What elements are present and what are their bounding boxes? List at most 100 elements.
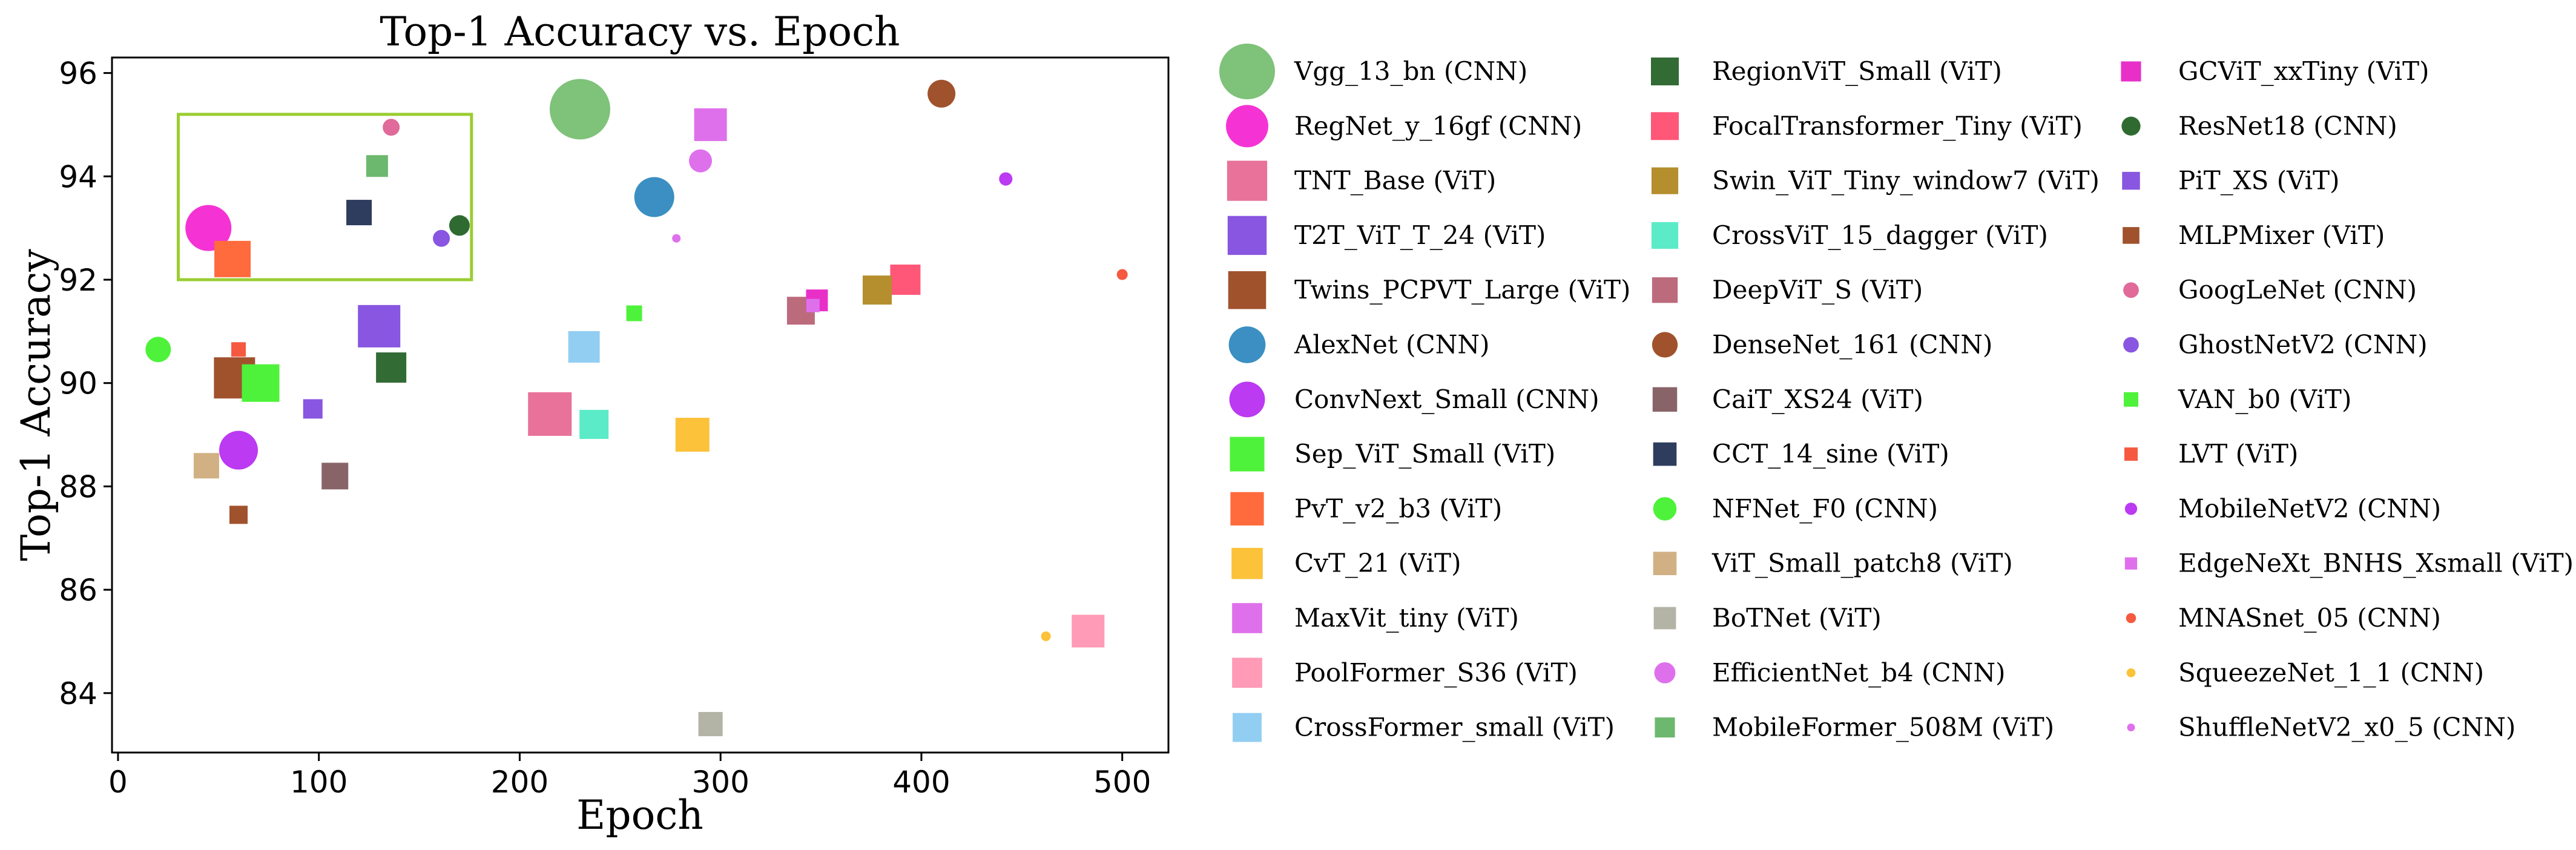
y-tick-label: 92 <box>59 263 97 298</box>
legend-label: GoogLeNet (CNN) <box>2178 275 2417 305</box>
legend-label: CaiT_XS24 (ViT) <box>1712 384 1923 414</box>
legend-label: FocalTransformer_Tiny (ViT) <box>1712 111 2083 140</box>
legend-marker-crossvit-15-dagger-vit <box>1651 222 1679 249</box>
point-cvt-21-vit <box>675 418 710 452</box>
legend-marker-regnet-y-16gf-cnn <box>1226 105 1268 148</box>
highlight-box <box>176 113 473 282</box>
legend-label: ViT_Small_patch8 (ViT) <box>1711 549 2013 578</box>
legend-label: VAN_b0 (ViT) <box>2178 384 2351 414</box>
legend-marker-pit-xs-vit <box>2122 171 2140 190</box>
legend-marker-alexnet-cnn <box>1228 326 1266 363</box>
legend-label: MobileFormer_508M (ViT) <box>1712 713 2054 742</box>
tick-layer: 0 100 200 300 400 500 84 86 88 90 92 94 96 <box>59 56 1151 800</box>
point-lvt-vit <box>231 342 246 357</box>
legend-marker-botnet-vit <box>1653 607 1676 630</box>
point-resnet18-cnn <box>449 215 470 236</box>
legend-marker-convnext-small-cnn <box>1229 381 1265 418</box>
legend-marker-sep-vit-small-vit <box>1230 437 1265 472</box>
legend-label: Sep_ViT_Small (ViT) <box>1294 439 1555 469</box>
y-tick-label: 96 <box>59 56 97 91</box>
y-tick-label: 88 <box>59 469 97 504</box>
chart-title: Top-1 Accuracy vs. Epoch <box>380 8 900 55</box>
legend-label: MLPMixer (ViT) <box>2178 220 2385 250</box>
point-vgg-13-bn-cnn <box>549 79 610 140</box>
marker-layer <box>145 79 1128 737</box>
point-convnext-small-cnn <box>219 430 259 470</box>
point-pit-xs-vit <box>303 399 323 419</box>
legend-marker-efficientnet-b4-cnn <box>1654 662 1676 684</box>
point-maxvit-tiny-vit <box>694 108 727 141</box>
legend-marker-resnet18-cnn <box>2121 116 2141 136</box>
point-squeezenet-1-1-cnn <box>1041 631 1051 641</box>
legend-label: CCT_14_sine (ViT) <box>1712 439 1949 469</box>
point-mobileformer-508m-vit <box>366 155 388 177</box>
point-pvt-v2-b3-vit <box>214 240 251 277</box>
legend-label: T2T_ViT_T_24 (ViT) <box>1294 220 1546 250</box>
x-tick-label: 400 <box>892 765 950 800</box>
point-shufflenetv2-x0-5-cnn <box>672 234 681 243</box>
point-cct-14-sine-vit <box>346 200 372 226</box>
point-mnasnet-05-cnn <box>1116 269 1128 280</box>
legend-marker-vit-small-patch8-vit <box>1653 552 1677 576</box>
point-efficientnet-b4-cnn <box>689 149 713 173</box>
legend-label: DenseNet_161 (CNN) <box>1712 330 1992 360</box>
legend-label: PiT_XS (ViT) <box>2178 166 2340 196</box>
legend-label: TNT_Base (ViT) <box>1294 166 1496 196</box>
legend-marker-cct-14-sine-vit <box>1653 442 1677 466</box>
point-swin-vit-tiny-window7-vit <box>862 275 892 305</box>
legend-marker-crossformer-small-vit <box>1233 713 1262 742</box>
legend-marker-twins-pcpvt-large-vit <box>1228 271 1267 309</box>
legend-marker-mnasnet-05-cnn <box>2126 613 2136 624</box>
legend-label: DeepViT_S (ViT) <box>1712 275 1923 305</box>
legend-marker-squeezenet-1-1-cnn <box>2126 668 2136 677</box>
legend-label: Twins_PCPVT_Large (ViT) <box>1294 275 1630 305</box>
legend-label: PoolFormer_S36 (ViT) <box>1294 657 1578 687</box>
point-focaltransformer-tiny-vit <box>890 265 921 295</box>
legend-marker-mobileformer-508m-vit <box>1655 717 1675 738</box>
legend-label: NFNet_F0 (CNN) <box>1712 493 1938 523</box>
point-t2t-vit-t-24-vit <box>358 305 401 348</box>
legend-marker-poolformer-s36-vit <box>1232 657 1262 688</box>
x-tick-label: 100 <box>290 765 348 800</box>
legend-marker-ghostnetv2-cnn <box>2123 337 2139 353</box>
legend-marker-focaltransformer-tiny-vit <box>1651 112 1679 140</box>
x-tick-label: 500 <box>1093 765 1151 800</box>
point-regnet-y-16gf-cnn <box>185 205 232 251</box>
legend-label: CrossFormer_small (ViT) <box>1294 713 1615 742</box>
point-crossvit-15-dagger-vit <box>579 410 609 440</box>
legend-label: EfficientNet_b4 (CNN) <box>1712 657 2006 687</box>
legend-marker-mobilenetv2-cnn <box>2124 502 2138 515</box>
legend-label: GCViT_xxTiny (ViT) <box>2178 56 2429 86</box>
legend-marker-pvt-v2-b3-vit <box>1230 492 1264 525</box>
point-van-b0-vit <box>626 305 642 321</box>
legend-label: LVT (ViT) <box>2178 439 2298 469</box>
axes-layer <box>111 56 1170 754</box>
legend-marker-cvt-21-vit <box>1231 547 1263 579</box>
legend-marker-edgenext-bnhs-xsmall-vit <box>2124 557 2138 570</box>
legend-label: SqueezeNet_1_1 (CNN) <box>2178 657 2484 687</box>
point-tnt-base-vit <box>528 392 572 436</box>
point-alexnet-cnn <box>634 177 674 217</box>
point-sep-vit-small-vit <box>242 364 280 402</box>
legend-marker-densenet-161-cnn <box>1652 332 1678 358</box>
point-regionvit-small-vit <box>376 352 407 383</box>
legend-label: CrossViT_15_dagger (ViT) <box>1712 220 2048 250</box>
legend-label: ResNet18 (CNN) <box>2178 111 2397 140</box>
legend-marker-googlenet-cnn <box>2123 282 2139 298</box>
legend-label: BoTNet (ViT) <box>1712 603 1882 633</box>
legend-marker-swin-vit-tiny-window7-vit <box>1651 167 1679 194</box>
point-edgenext-bnhs-xsmall-vit <box>806 298 820 312</box>
legend: Vgg_13_bn (CNN) RegNet_y_16gf (CNN) TNT_Ba… <box>1219 44 2574 742</box>
point-botnet-vit <box>698 712 723 737</box>
legend-label: CvT_21 (ViT) <box>1294 549 1461 578</box>
point-vit-small-patch8-vit <box>193 453 219 479</box>
point-mlpmixer-vit <box>229 506 248 524</box>
legend-label: EdgeNeXt_BNHS_Xsmall (ViT) <box>2178 549 2574 578</box>
x-tick-label: 200 <box>491 765 548 800</box>
y-axis-label: Top-1 Accuracy <box>13 249 59 561</box>
y-tick-label: 90 <box>59 366 97 401</box>
x-tick-label: 0 <box>108 765 128 800</box>
legend-marker-regionvit-small-vit <box>1651 58 1679 85</box>
legend-label: ShuffleNetV2_x0_5 (CNN) <box>2178 713 2515 742</box>
legend-marker-mlpmixer-vit <box>2123 227 2140 244</box>
